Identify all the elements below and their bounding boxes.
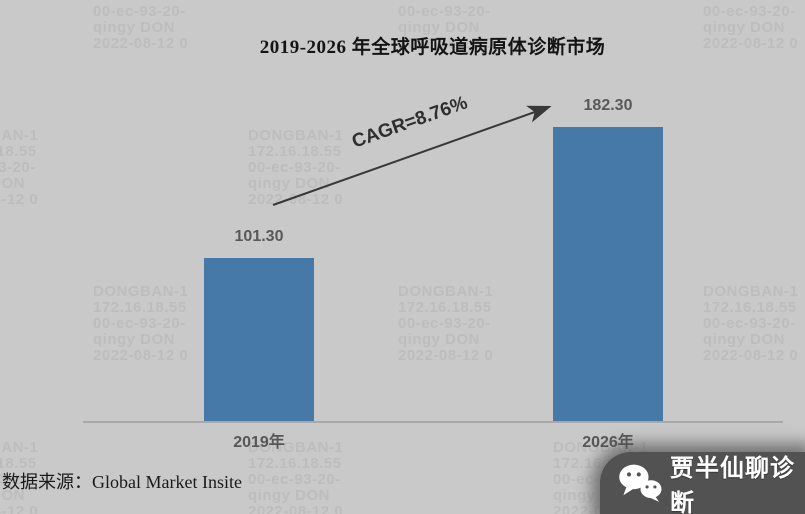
- cagr-annotation: CAGR=8.76%: [349, 92, 471, 153]
- x-axis-line: [83, 421, 783, 423]
- bar-2026: [553, 127, 663, 422]
- bar-2019: [204, 258, 314, 422]
- wechat-icon: [619, 464, 662, 502]
- x-tick-label-2026: 2026年: [582, 434, 634, 451]
- x-tick-label-2019: 2019年: [233, 434, 285, 451]
- data-source: 数据来源：Global Market Insite: [2, 472, 242, 492]
- bar-value-label-2026: 182.30: [583, 97, 633, 114]
- badge-label: 贾半仙聊诊断: [670, 455, 795, 514]
- wechat-badge: 贾半仙聊诊断: [600, 452, 805, 514]
- chart-title: 2019-2026 年全球呼吸道病原体诊断市场: [259, 37, 606, 58]
- bar-value-label-2019: 101.30: [234, 228, 284, 245]
